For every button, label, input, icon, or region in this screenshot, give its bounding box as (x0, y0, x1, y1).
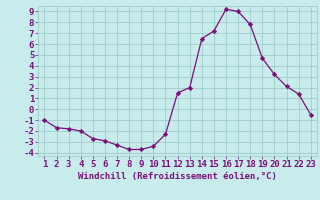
X-axis label: Windchill (Refroidissement éolien,°C): Windchill (Refroidissement éolien,°C) (78, 172, 277, 181)
